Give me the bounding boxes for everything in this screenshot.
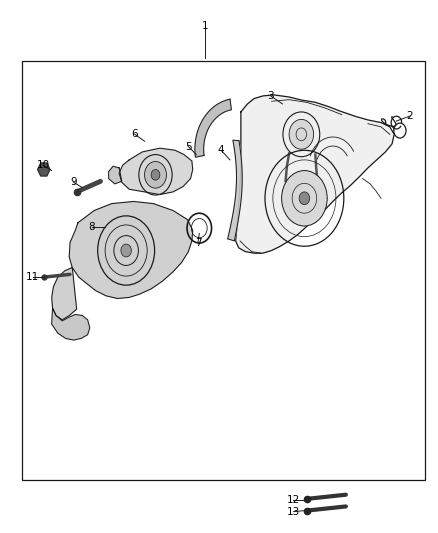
Bar: [22, 61, 425, 480]
Text: 12: 12: [287, 495, 300, 505]
Text: 13: 13: [287, 507, 300, 516]
Text: 10: 10: [36, 160, 49, 170]
Circle shape: [121, 244, 131, 257]
Polygon shape: [228, 140, 242, 241]
Circle shape: [151, 169, 160, 180]
Polygon shape: [52, 268, 77, 320]
Text: 9: 9: [70, 177, 77, 187]
Polygon shape: [38, 163, 50, 176]
Polygon shape: [236, 95, 394, 253]
Polygon shape: [52, 308, 90, 340]
Text: 3: 3: [267, 91, 274, 101]
Text: 6: 6: [131, 130, 138, 139]
Circle shape: [282, 171, 327, 226]
Circle shape: [299, 192, 310, 205]
Polygon shape: [109, 166, 122, 184]
Text: 1: 1: [201, 21, 208, 30]
Text: 11: 11: [26, 272, 39, 282]
Polygon shape: [69, 201, 193, 298]
Circle shape: [145, 161, 166, 188]
Text: 7: 7: [194, 238, 201, 247]
Polygon shape: [195, 99, 231, 157]
Circle shape: [105, 225, 147, 276]
Text: 4: 4: [218, 146, 225, 155]
Text: 2: 2: [406, 111, 413, 121]
Text: 8: 8: [88, 222, 95, 231]
Text: 5: 5: [185, 142, 192, 151]
Circle shape: [289, 119, 314, 149]
Polygon shape: [119, 148, 193, 195]
